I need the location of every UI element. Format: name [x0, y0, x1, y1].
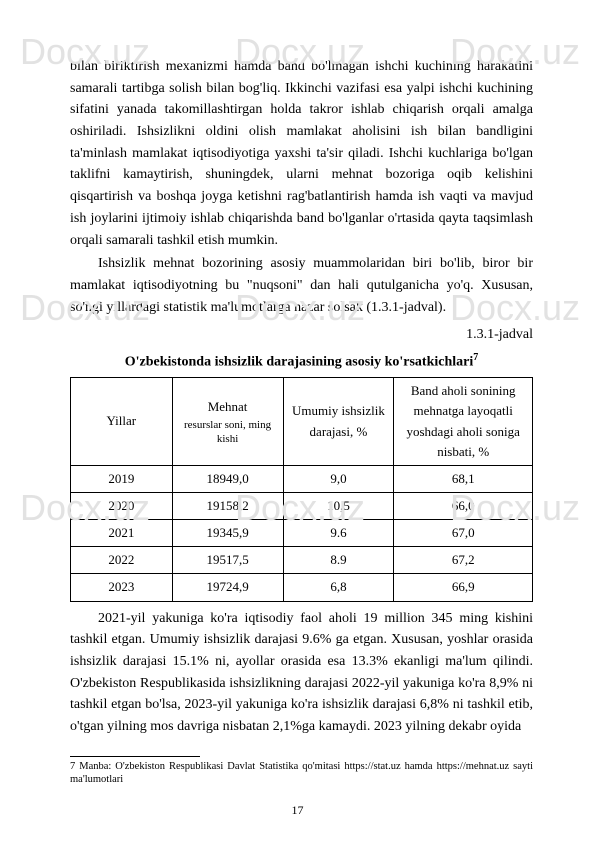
footnote-ref: 7 [473, 352, 478, 363]
cell-year: 2019 [71, 465, 173, 492]
table-header-row: Yillar Mehnat resurslar soni, ming kishi… [71, 378, 533, 466]
cell-labor: 19345,9 [172, 520, 283, 547]
cell-labor: 19724,9 [172, 574, 283, 601]
col-header-year: Yillar [71, 378, 173, 466]
cell-unemp: 6,8 [283, 574, 394, 601]
table-row: 2020 19158,2 10,5 66,0 [71, 492, 533, 519]
cell-year: 2023 [71, 574, 173, 601]
col-header-labor: Mehnat resurslar soni, ming kishi [172, 378, 283, 466]
col-header-unemployment: Umumiy ishsizlik darajasi, % [283, 378, 394, 466]
cell-band: 67,2 [394, 547, 533, 574]
body-paragraph-1: bilan biriktirish mexanizmi hamda band b… [70, 56, 533, 251]
col-header-labor-sub: resurslar soni, ming kishi [179, 419, 277, 445]
table-row: 2023 19724,9 6,8 66,9 [71, 574, 533, 601]
col-header-employment-ratio: Band aholi sonining mehnatga layoqatli y… [394, 378, 533, 466]
page-number: 17 [0, 801, 595, 820]
cell-year: 2022 [71, 547, 173, 574]
cell-labor: 19158,2 [172, 492, 283, 519]
table-row: 2019 18949,0 9,0 68,1 [71, 465, 533, 492]
footnote-text: 7 Manba: O'zbekiston Respublikasi Davlat… [70, 760, 533, 786]
cell-unemp: 9,0 [283, 465, 394, 492]
cell-band: 67,0 [394, 520, 533, 547]
cell-band: 66,9 [394, 574, 533, 601]
cell-labor: 18949,0 [172, 465, 283, 492]
body-paragraph-2: Ishsizlik mehnat bozorining asosiy muamm… [70, 253, 533, 318]
cell-labor: 19517,5 [172, 547, 283, 574]
table-caption-right: 1.3.1-jadval [70, 324, 533, 346]
table-row: 2021 19345,9 9.6 67,0 [71, 520, 533, 547]
body-paragraph-3: 2021-yil yakuniga ko'ra iqtisodiy faol a… [70, 608, 533, 738]
table-row: 2022 19517,5 8.9 67,2 [71, 547, 533, 574]
table-title-text: O'zbekistonda ishsizlik darajasining aso… [125, 355, 474, 370]
cell-unemp: 9.6 [283, 520, 394, 547]
table-title: O'zbekistonda ishsizlik darajasining aso… [70, 350, 533, 373]
col-header-labor-main: Mehnat [208, 399, 248, 414]
cell-year: 2020 [71, 492, 173, 519]
cell-band: 66,0 [394, 492, 533, 519]
footnote-separator [70, 756, 200, 757]
cell-year: 2021 [71, 520, 173, 547]
statistics-table: Yillar Mehnat resurslar soni, ming kishi… [70, 377, 533, 601]
cell-band: 68,1 [394, 465, 533, 492]
cell-unemp: 8.9 [283, 547, 394, 574]
cell-unemp: 10,5 [283, 492, 394, 519]
